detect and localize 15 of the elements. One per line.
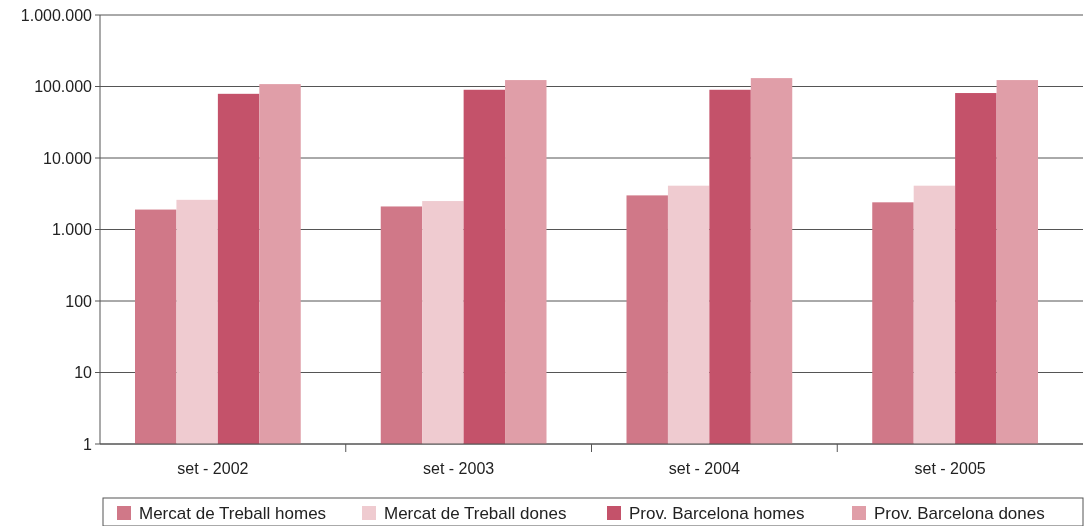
y-tick-label: 1.000 xyxy=(51,221,93,239)
legend-label: Mercat de Treball homes xyxy=(139,503,327,523)
y-tick-label: 10 xyxy=(74,364,93,382)
legend-label: Prov. Barcelona dones xyxy=(874,503,1045,523)
x-tick-label: set - 2005 xyxy=(914,460,986,477)
x-tick-label: set - 2003 xyxy=(423,460,495,477)
y-tick-label: 10.000 xyxy=(43,149,93,167)
y-tick-label: 100 xyxy=(65,292,93,310)
y-tick-label: 1.000.000 xyxy=(20,6,93,24)
legend-label: Mercat de Treball dones xyxy=(384,503,567,523)
x-tick-label: set - 2002 xyxy=(177,460,249,477)
x-tick-label: set - 2004 xyxy=(668,460,741,477)
y-tick-label: 100.000 xyxy=(34,78,93,96)
legend-label: Prov. Barcelona homes xyxy=(629,503,805,523)
y-tick-label: 1 xyxy=(83,435,93,453)
